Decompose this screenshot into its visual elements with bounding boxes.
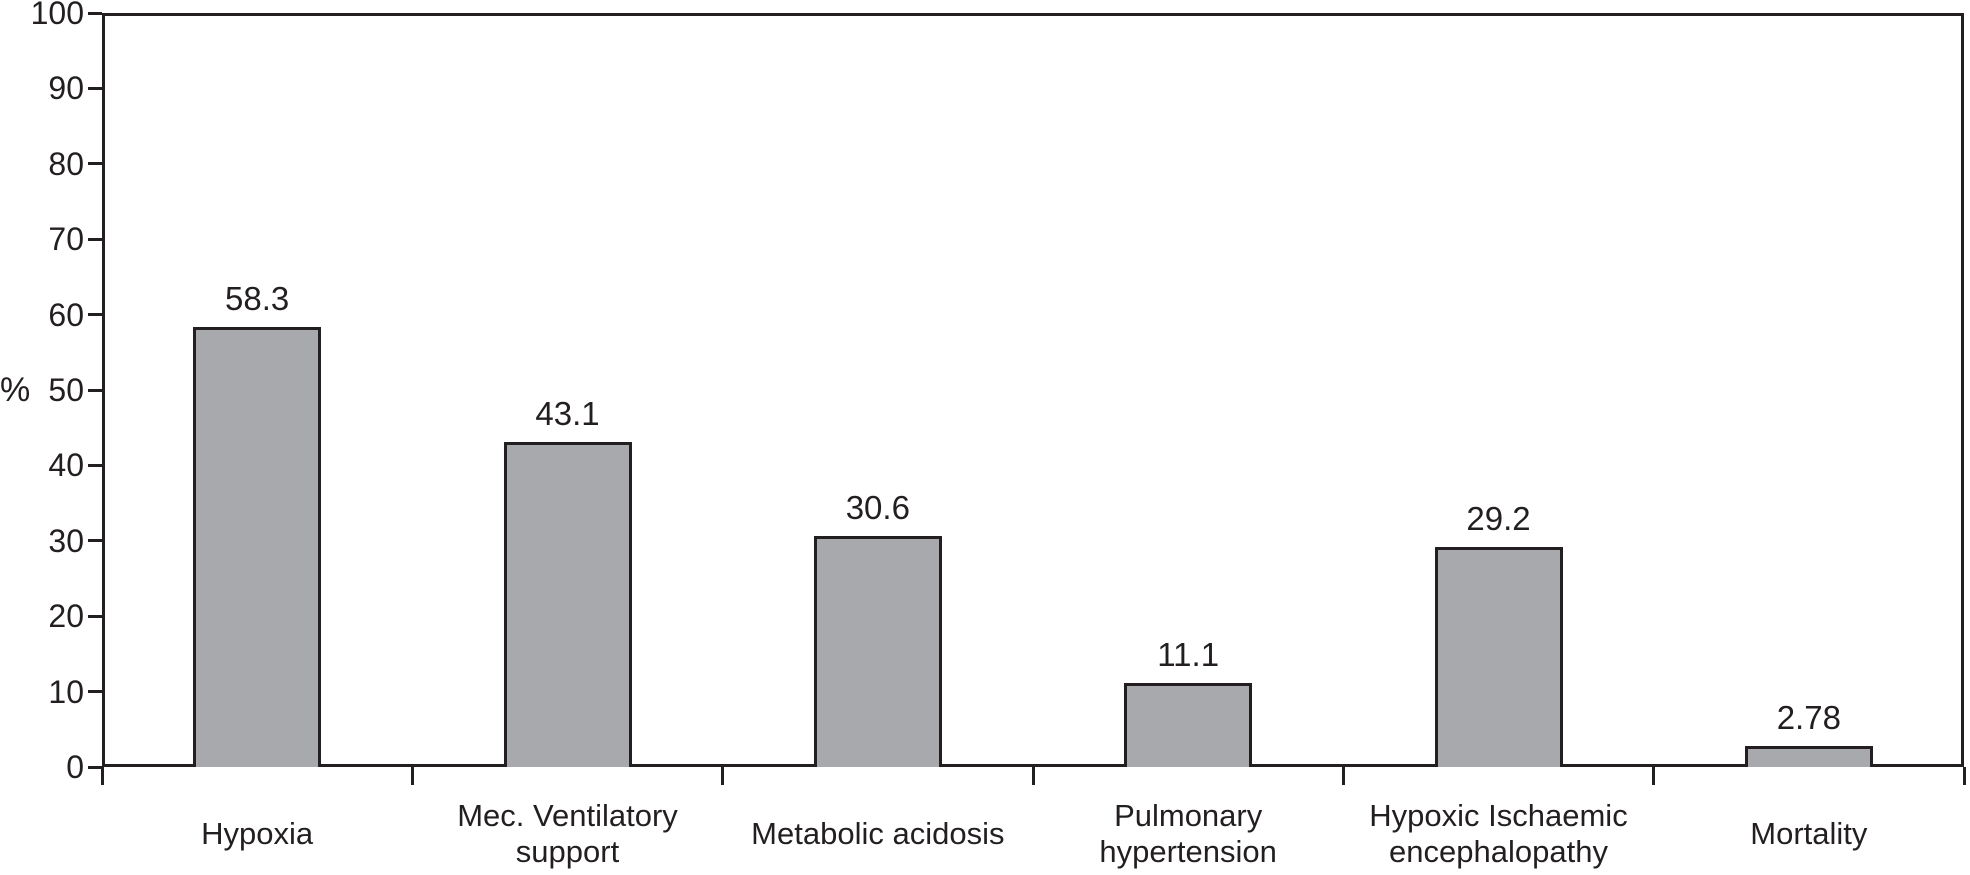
bar	[1434, 546, 1563, 767]
y-tick	[88, 463, 102, 467]
category-label: Hypoxia	[101, 792, 413, 875]
category-label: Hypoxic Ischaemic encephalopathy	[1343, 792, 1655, 875]
y-tick	[88, 237, 102, 241]
category-label: Pulmonary hypertension	[1032, 792, 1344, 875]
y-tick-label: 80	[48, 145, 84, 182]
y-tick-label: 90	[48, 70, 84, 107]
bar-value-label: 43.1	[535, 395, 600, 433]
category-label-line: support	[515, 833, 620, 869]
category-label-line: Hypoxia	[201, 815, 314, 851]
category-label-line: hypertension	[1099, 833, 1277, 869]
category-label: Metabolic acidosis	[722, 792, 1034, 875]
y-tick	[88, 313, 102, 317]
y-tick	[88, 614, 102, 618]
y-tick	[88, 388, 102, 392]
y-tick-label: 50	[48, 372, 84, 408]
bar	[503, 442, 632, 767]
plot-area	[102, 13, 1964, 767]
category-label-line: Hypoxic Ischaemic	[1369, 797, 1628, 833]
x-tick	[1031, 767, 1035, 785]
y-tick	[88, 539, 102, 543]
x-tick	[1652, 767, 1656, 785]
bar	[813, 536, 942, 767]
y-tick-label: 60	[48, 296, 84, 333]
category-label: Mec. Ventilatory support	[412, 792, 724, 875]
bar-value-label: 30.6	[845, 489, 910, 527]
y-tick-label: 30	[48, 522, 84, 559]
x-tick	[1341, 767, 1345, 785]
x-tick	[721, 767, 725, 785]
y-tick-label: 70	[48, 221, 84, 258]
bar-value-label: 2.78	[1776, 699, 1841, 737]
y-tick-label: 20	[48, 598, 84, 635]
y-tick	[88, 86, 102, 90]
y-tick-label: 0	[66, 749, 84, 785]
y-tick-label: 40	[48, 447, 84, 484]
x-tick	[1962, 767, 1966, 785]
category-label-line: Mec. Ventilatory	[457, 797, 678, 833]
y-tick	[88, 11, 102, 15]
bar-value-label: 29.2	[1466, 499, 1531, 537]
bar	[1124, 683, 1253, 767]
category-label-line: Metabolic acidosis	[751, 815, 1005, 851]
category-label: Mortality	[1653, 792, 1965, 875]
y-tick-label: 10	[48, 673, 84, 710]
category-label-line: Mortality	[1750, 815, 1868, 851]
bar	[1744, 746, 1873, 767]
bar-value-label: 11.1	[1157, 636, 1220, 674]
y-axis-label: %	[0, 371, 31, 409]
category-label-line: encephalopathy	[1389, 833, 1608, 869]
category-label-line: Pulmonary	[1114, 797, 1263, 833]
y-tick	[88, 765, 102, 769]
bar-value-label: 58.3	[225, 280, 290, 318]
y-tick	[88, 690, 102, 694]
bar	[193, 327, 322, 767]
y-tick	[88, 162, 102, 166]
x-tick	[410, 767, 414, 785]
x-tick	[100, 767, 104, 785]
y-tick-label: 100	[30, 0, 84, 31]
